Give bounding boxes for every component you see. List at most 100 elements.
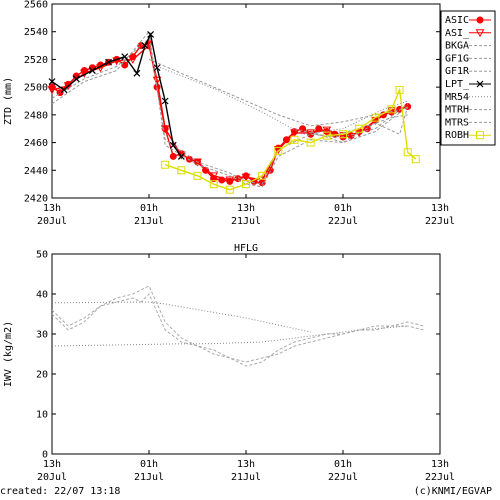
ztd-xtick-label: 01h (334, 203, 352, 214)
ztd-legend-marker-lpt (476, 80, 484, 88)
ztd-point-asi (63, 82, 73, 91)
iwv-series-iwv-4 (51, 301, 311, 333)
ztd-point-robh (306, 138, 315, 147)
created-timestamp: created: 22/07 13:18 (0, 486, 121, 497)
ztd-series-gf1r (51, 30, 409, 188)
ztd-point-asi (128, 55, 138, 64)
ztd-legend-label-asi: ASI_ (445, 28, 470, 39)
ztd-point-robh (322, 131, 331, 140)
ztd-series-line-bkga (148, 58, 408, 127)
iwv-series-iwv-3 (51, 325, 408, 347)
ztd-series-line-mtrs (310, 106, 409, 144)
ztd-point-robh (161, 160, 170, 169)
iwv-xtick-label: 13h (431, 459, 449, 470)
iwv-xtick-label: 20Jul (37, 472, 67, 483)
iwv-ytick-label: 10 (36, 410, 48, 421)
ztd-point-robh (355, 124, 364, 133)
ztd-legend-label-asic: ASIC (445, 15, 469, 26)
ztd-series-line-mr54 (156, 65, 408, 135)
iwv-chart-title: HFLG (234, 243, 258, 254)
iwv-xtick-label: 13h (43, 459, 61, 470)
ztd-point-asic (169, 152, 177, 160)
iwv-xtick-label: 13h (237, 459, 255, 470)
iwv-chart: 0 10 20 30 40 50 13h 20Jul 01h 21Jul 13h 21Jul 01h 22… (3, 243, 455, 483)
ztd-xtick-label: 21Jul (134, 216, 164, 227)
ztd-point-lpt (121, 53, 129, 61)
ztd-point-lpt (48, 78, 56, 86)
ztd-ytick-label: 2500 (24, 83, 48, 94)
ztd-legend-label-bkga: BKGA (445, 41, 469, 52)
ztd-ytick-label: 2460 (24, 138, 48, 149)
ztd-xtick-label: 22Jul (425, 216, 455, 227)
iwv-y-axis-label: IWV (kg/m2) (3, 321, 14, 387)
ztd-point-robh (193, 171, 202, 180)
ztd-point-lpt (147, 31, 155, 38)
ztd-series-line-lpt (51, 32, 182, 157)
ztd-point-asi (225, 176, 235, 185)
ztd-series-line-asi (51, 44, 392, 181)
ztd-chart: 2420 2440 2460 2480 2500 2520 2540 2560 13h 20Jul… (3, 0, 496, 227)
ztd-point-lpt (141, 42, 149, 49)
iwv-xtick-label: 01h (334, 459, 352, 470)
ztd-series-line-gf1r (51, 30, 409, 188)
ztd-legend-label-lpt: LPT_ (445, 79, 470, 90)
ztd-series-bkga (148, 58, 408, 127)
ztd-xtick-label: 13h (237, 203, 255, 214)
ztd-point-asic (121, 61, 129, 69)
ztd-point-robh (387, 105, 396, 114)
ztd-xtick-label: 13h (431, 203, 449, 214)
iwv-xtick-label: 22Jul (425, 472, 455, 483)
ztd-point-asi (241, 173, 251, 182)
ztd-point-robh (371, 113, 380, 122)
ztd-point-asi (112, 57, 122, 66)
ztd-point-robh (290, 135, 299, 144)
ztd-point-robh (225, 185, 234, 194)
ztd-point-asi (144, 42, 154, 51)
ztd-ytick-label: 2560 (24, 0, 48, 11)
ztd-xtick-label: 13h (43, 203, 61, 214)
ztd-point-asi (257, 176, 267, 185)
ztd-point-asi (47, 86, 57, 95)
ztd-point-lpt (88, 67, 96, 74)
ztd-series-gf1g (51, 37, 409, 185)
ztd-point-robh (403, 148, 412, 157)
iwv-ytick-label: 50 (36, 250, 48, 261)
iwv-series-line-iwv-2 (51, 285, 424, 367)
ztd-ytick-label: 2520 (24, 55, 48, 66)
ztd-xtick-label: 22Jul (328, 216, 358, 227)
credit-label: (c)KNMI/EGVAP (413, 486, 492, 497)
ztd-series-mr54 (156, 65, 408, 135)
iwv-xtick-label: 21Jul (231, 472, 261, 483)
ztd-point-robh (411, 155, 420, 164)
ztd-point-lpt (105, 58, 113, 66)
iwv-ytick-label: 30 (36, 330, 48, 341)
ztd-point-asi (209, 172, 219, 181)
ztd-ytick-label: 2440 (24, 166, 48, 177)
iwv-plot-frame (51, 253, 441, 455)
ztd-series-mtrs (310, 106, 409, 144)
iwv-ytick-label: 40 (36, 290, 48, 301)
ztd-series-asic (48, 39, 412, 187)
ztd-point-lpt (133, 69, 141, 77)
ztd-legend-label-gf1r: GF1R (445, 66, 470, 77)
ztd-point-lpt (60, 86, 68, 94)
ztd-xtick-label: 20Jul (37, 216, 67, 227)
ztd-point-lpt (169, 141, 177, 149)
iwv-series-line-iwv-4 (51, 301, 311, 333)
ztd-point-lpt (153, 64, 161, 72)
ztd-legend-label-robh: ROBH (445, 130, 469, 141)
ztd-legend-marker-robh (476, 131, 484, 140)
ztd-legend-label-mtrh: MTRH (445, 105, 469, 116)
ztd-point-robh (209, 180, 218, 189)
ztd-series-line-gf1g (51, 37, 409, 185)
iwv-xtick-label: 01h (140, 459, 158, 470)
ztd-series-lpt (48, 31, 185, 160)
ztd-legend-label-mtrs: MTRS (445, 117, 469, 128)
iwv-ytick-label: 0 (42, 450, 48, 461)
iwv-xtick-label: 22Jul (328, 472, 358, 483)
ztd-point-lpt (72, 75, 80, 83)
ztd-legend-marker-asic (476, 16, 484, 24)
ztd-series-robh (161, 85, 420, 194)
ztd-ytick-label: 2480 (24, 110, 48, 121)
